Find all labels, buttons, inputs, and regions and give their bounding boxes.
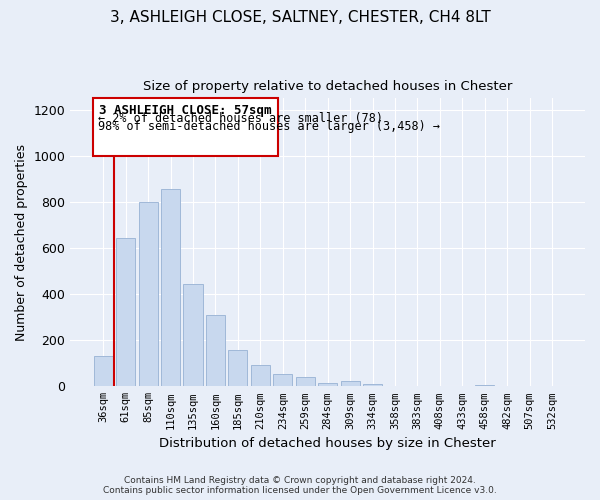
Bar	[341, 381, 359, 386]
Bar	[116, 238, 135, 386]
Text: 98% of semi-detached houses are larger (3,458) →: 98% of semi-detached houses are larger (…	[98, 120, 440, 133]
Bar	[161, 190, 180, 386]
Bar	[296, 376, 315, 386]
Bar	[475, 385, 494, 386]
Bar	[139, 202, 158, 386]
Bar	[184, 284, 203, 386]
Text: ← 2% of detached houses are smaller (78): ← 2% of detached houses are smaller (78)	[98, 112, 383, 125]
Y-axis label: Number of detached properties: Number of detached properties	[15, 144, 28, 341]
Bar	[363, 384, 382, 386]
Text: Contains HM Land Registry data © Crown copyright and database right 2024.
Contai: Contains HM Land Registry data © Crown c…	[103, 476, 497, 495]
Bar	[229, 350, 247, 387]
Title: Size of property relative to detached houses in Chester: Size of property relative to detached ho…	[143, 80, 512, 93]
Text: 3, ASHLEIGH CLOSE, SALTNEY, CHESTER, CH4 8LT: 3, ASHLEIGH CLOSE, SALTNEY, CHESTER, CH4…	[110, 10, 490, 25]
Bar	[251, 365, 270, 386]
Bar	[206, 315, 225, 386]
Text: 3 ASHLEIGH CLOSE: 57sqm: 3 ASHLEIGH CLOSE: 57sqm	[100, 104, 272, 117]
Bar	[94, 356, 113, 386]
X-axis label: Distribution of detached houses by size in Chester: Distribution of detached houses by size …	[159, 437, 496, 450]
FancyBboxPatch shape	[93, 98, 278, 156]
Bar	[273, 374, 292, 386]
Bar	[318, 383, 337, 386]
